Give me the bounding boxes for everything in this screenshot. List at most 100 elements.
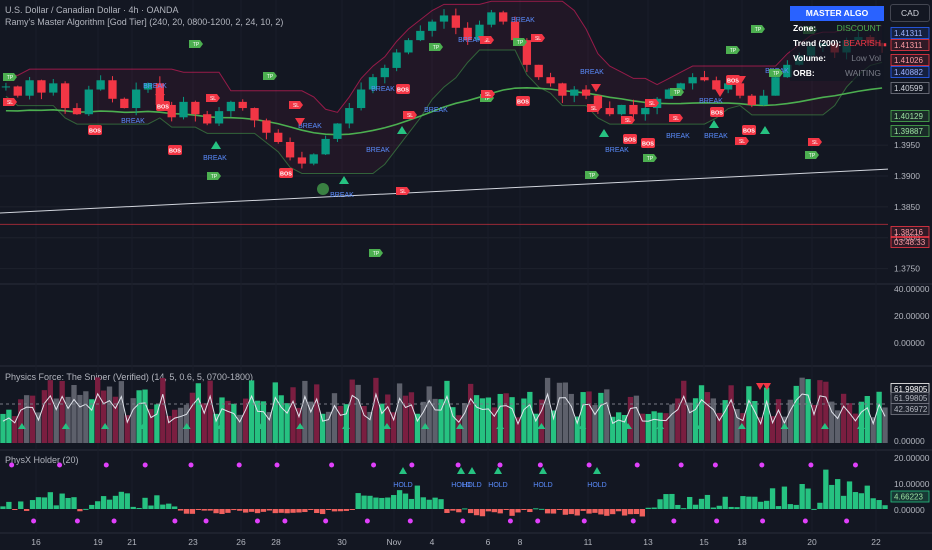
holder-bar (136, 507, 142, 509)
force-bar (846, 403, 853, 443)
sell-triangle (478, 36, 488, 44)
force-value-label: 61.99805 (894, 385, 928, 394)
holder-bar (260, 509, 267, 512)
candle (226, 101, 236, 112)
force-bar (687, 402, 693, 443)
price-label: 1.39887 (894, 127, 923, 136)
candle (1, 86, 11, 88)
sniper-buy-triangle (820, 423, 829, 429)
bos-label: BOS (624, 138, 636, 144)
force-bar (254, 400, 261, 443)
candle (688, 77, 697, 84)
holder-bar (580, 509, 586, 511)
tp-tag (670, 88, 684, 96)
sniper-buy-triangle (856, 423, 865, 429)
bos-label: BOS (157, 105, 169, 111)
force-value-label: 42.36972 (894, 405, 928, 414)
holder-tick: 0.00000 (894, 505, 925, 515)
candle (463, 27, 472, 41)
holder-bar (89, 504, 95, 509)
holder-bar (290, 509, 296, 513)
holder-bar (710, 507, 717, 509)
force-bar (876, 391, 882, 443)
price-label: 1.40882 (894, 68, 923, 77)
force-bar (201, 403, 207, 443)
force-bar (521, 398, 527, 443)
sniper-buy-triangle (61, 423, 70, 429)
force-bar (663, 413, 669, 443)
holder-bar (598, 509, 604, 515)
force-bar (604, 389, 610, 443)
algo-row-zone: Zone: DISCOUNT (790, 21, 884, 36)
candle (546, 77, 555, 84)
holder-dot (712, 462, 718, 468)
holder-bar (775, 506, 782, 509)
force-bar (544, 377, 551, 443)
sniper-buy-triangle (182, 423, 191, 429)
sl-label: SL (293, 103, 299, 109)
holder-dot (630, 518, 636, 524)
x-tick-label: Nov (386, 537, 402, 547)
bos-label: BOS (727, 79, 739, 85)
algo-row-volume: Volume: Low Vol (790, 51, 884, 66)
holder-bar (604, 509, 610, 516)
holder-bar (793, 504, 799, 509)
holder-bar (610, 509, 616, 515)
sl-tag (645, 99, 659, 107)
sniper-buy-triangle (780, 423, 789, 429)
holder-bar (278, 509, 284, 513)
holder-bar (41, 497, 48, 509)
force-bar (467, 383, 474, 443)
x-tick-label: 26 (236, 537, 246, 547)
bos-label: BOS (89, 129, 101, 135)
sl-label: SL (591, 106, 597, 112)
upper-band (5, 0, 883, 113)
tp-tag (189, 40, 203, 48)
break-label: BREAK (203, 155, 227, 162)
sl-tag (206, 94, 220, 102)
force-bar (207, 380, 213, 443)
holder-bar (408, 498, 415, 509)
force-bar (746, 386, 752, 443)
price-label-box (890, 125, 930, 137)
force-bar (840, 393, 847, 443)
force-bar (527, 391, 533, 443)
hold-triangle (593, 467, 601, 474)
x-tick-label: 28 (271, 537, 281, 547)
holder-bar (645, 507, 651, 509)
force-bar (752, 401, 758, 443)
holder-bar (663, 494, 669, 509)
price-label: 1.41311 (894, 29, 923, 38)
candle (203, 114, 212, 124)
holder-bar (414, 485, 421, 509)
holder-bar (740, 496, 746, 509)
holder-bar (562, 509, 569, 515)
currency-button[interactable]: CAD (890, 4, 930, 22)
force-value-label: 61.99805 (894, 394, 928, 403)
candle (617, 104, 626, 115)
price-label-box (890, 66, 930, 78)
holder-bar (243, 509, 249, 513)
buy-triangle (339, 176, 349, 184)
force-bar (835, 410, 841, 443)
force-bar (698, 385, 705, 443)
force-bar (509, 397, 515, 443)
sl-tag (531, 34, 545, 42)
price-label-box (890, 226, 930, 238)
holder-bar (479, 509, 486, 517)
sl-label: SL (407, 113, 413, 119)
candle (25, 80, 34, 96)
force-bar (272, 382, 278, 443)
holder-bar (201, 509, 207, 511)
tp-label: TP (484, 96, 491, 102)
holder-bar (752, 496, 758, 509)
sniper-buy-triangle (537, 423, 546, 429)
candle (487, 12, 496, 25)
holder-bar (840, 495, 847, 509)
holder-bar (568, 509, 574, 515)
force-bar (219, 397, 225, 443)
force-bar (290, 387, 296, 443)
price-label: 1.40599 (894, 84, 923, 93)
candle (724, 83, 733, 90)
